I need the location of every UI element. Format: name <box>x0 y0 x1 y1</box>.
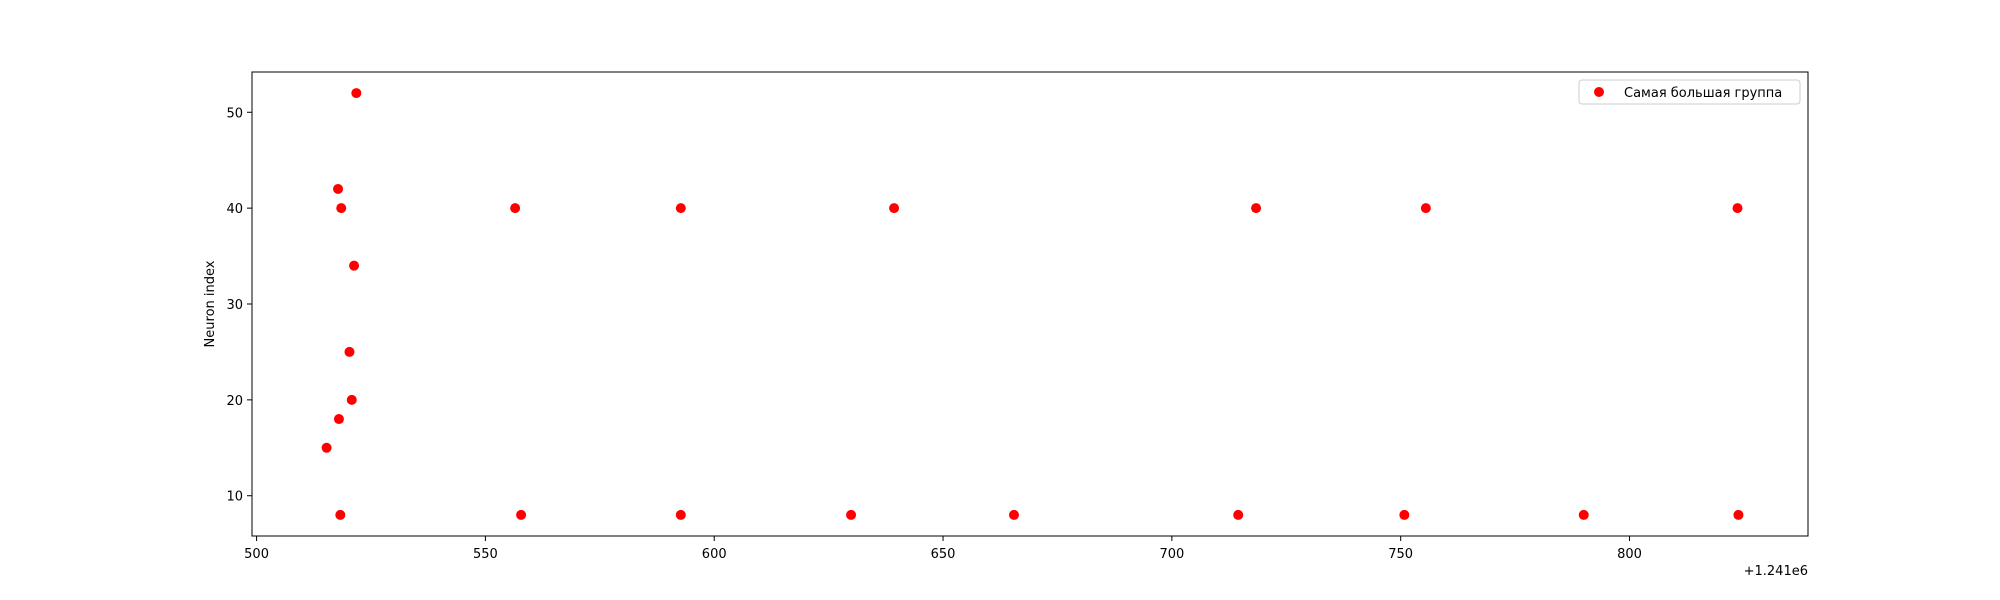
data-point <box>510 203 521 214</box>
data-point <box>516 509 527 520</box>
legend-marker <box>1594 87 1604 97</box>
data-point <box>1420 203 1431 214</box>
plot-area-frame <box>251 71 1809 537</box>
data-point <box>346 394 357 405</box>
data-point <box>321 442 332 453</box>
data-point <box>344 346 355 357</box>
data-point <box>675 509 686 520</box>
data-point <box>335 509 346 520</box>
data-point <box>1732 203 1743 214</box>
x-axis-offset-label: +1.241e6 <box>1744 564 1808 579</box>
legend-box <box>1578 79 1801 105</box>
data-point <box>1578 509 1589 520</box>
data-point <box>349 260 360 271</box>
data-point <box>333 414 344 425</box>
data-point <box>1399 509 1410 520</box>
x-tick-label: 750 <box>1388 547 1413 562</box>
x-tick-label: 650 <box>931 547 956 562</box>
x-tick-label: 600 <box>702 547 727 562</box>
y-tick-label: 50 <box>226 106 243 121</box>
x-tick-label: 800 <box>1617 547 1642 562</box>
x-tick-label: 550 <box>473 547 498 562</box>
data-point <box>336 203 347 214</box>
y-axis-label: Neuron index <box>203 260 218 347</box>
data-point <box>1008 509 1019 520</box>
y-tick-label: 30 <box>226 298 243 313</box>
data-point <box>1233 509 1244 520</box>
y-tick-label: 20 <box>226 394 243 409</box>
data-point <box>889 203 900 214</box>
legend: Самая большая группа <box>1578 79 1801 105</box>
data-point <box>1251 203 1262 214</box>
data-point <box>846 509 857 520</box>
data-point <box>1733 509 1744 520</box>
data-point <box>333 183 344 194</box>
data-point <box>675 203 686 214</box>
x-tick-label: 700 <box>1159 547 1184 562</box>
legend-label: Самая большая группа <box>1624 86 1782 101</box>
x-tick-label: 500 <box>244 547 269 562</box>
y-tick-label: 40 <box>226 202 243 217</box>
y-tick-label: 10 <box>226 490 243 505</box>
data-point <box>351 88 362 99</box>
